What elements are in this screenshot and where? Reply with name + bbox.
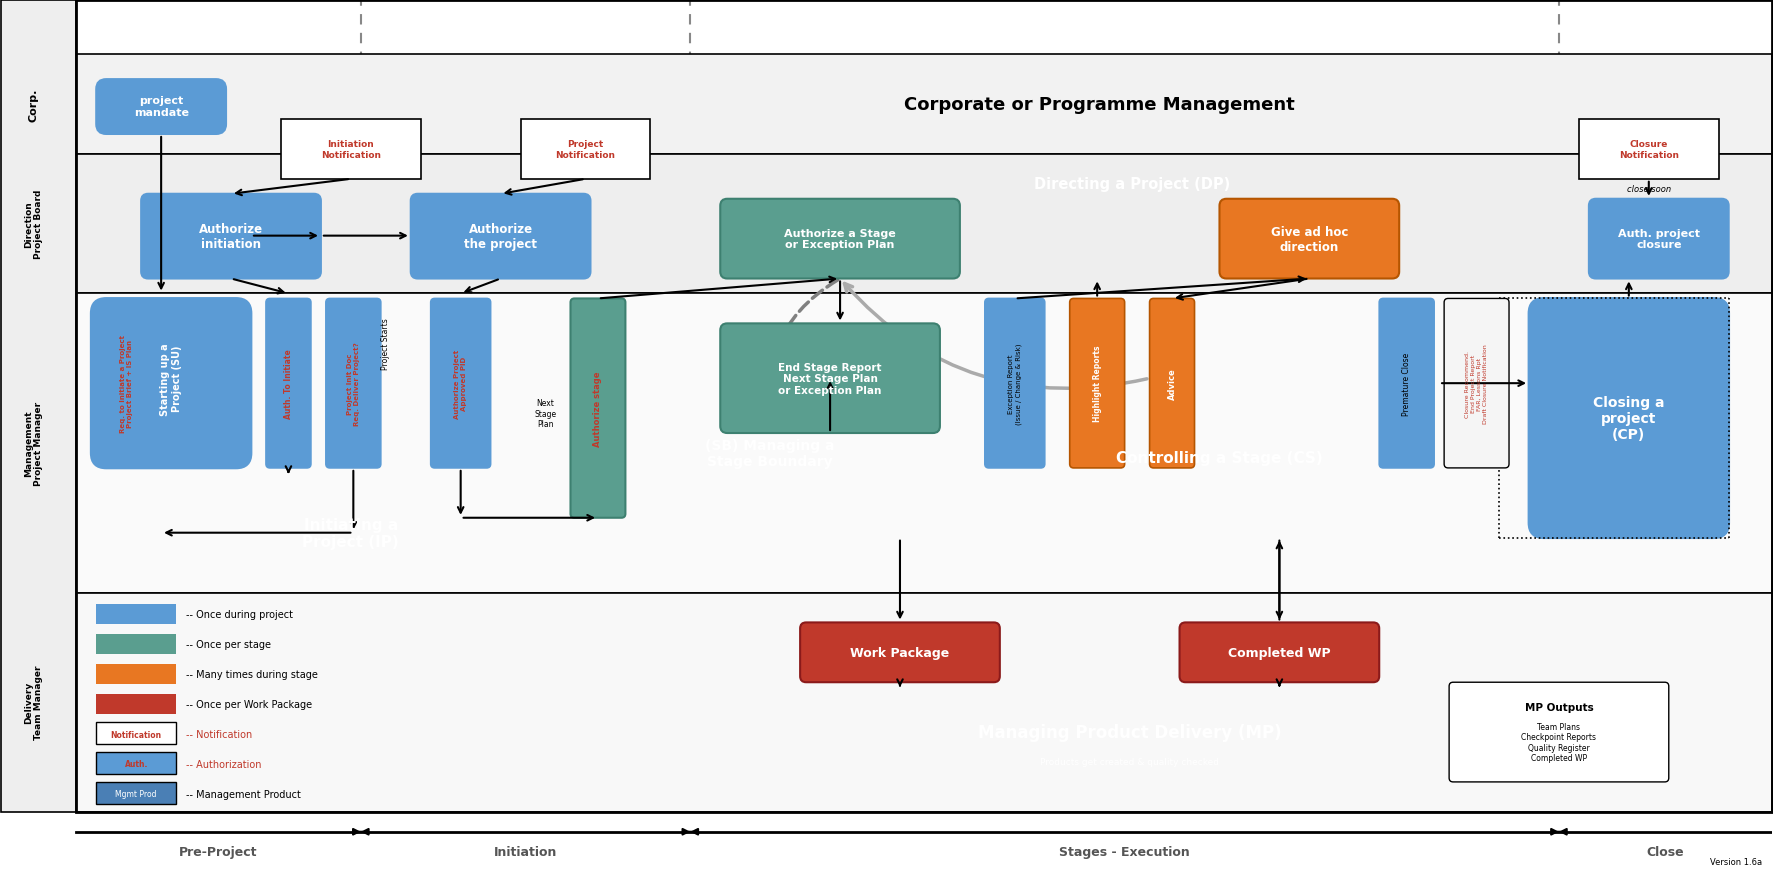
FancyBboxPatch shape	[1179, 623, 1379, 682]
Text: Advice: Advice	[1168, 368, 1177, 399]
Bar	[96, 752, 176, 774]
Text: Mgmt Prod: Mgmt Prod	[115, 789, 158, 798]
Text: Next
Stage
Plan: Next Stage Plan	[534, 399, 557, 428]
Text: Authorize
the project: Authorize the project	[465, 222, 537, 250]
FancyBboxPatch shape	[1528, 299, 1729, 538]
FancyBboxPatch shape	[90, 299, 252, 468]
FancyBboxPatch shape	[151, 479, 551, 588]
Bar	[76, 593, 1771, 812]
Text: -- Once per stage: -- Once per stage	[186, 639, 271, 650]
Bar	[1580, 120, 1718, 180]
Text: Req. to Initiate a Project
Project Brief + IS Plan: Req. to Initiate a Project Project Brief…	[121, 335, 133, 433]
Text: Project Init Doc
Req. Deliver Project?: Project Init Doc Req. Deliver Project?	[348, 342, 360, 426]
FancyBboxPatch shape	[1589, 199, 1729, 279]
FancyBboxPatch shape	[720, 324, 940, 434]
FancyBboxPatch shape	[411, 195, 590, 279]
Text: Team Plans
Checkpoint Reports
Quality Register
Completed WP: Team Plans Checkpoint Reports Quality Re…	[1521, 722, 1596, 762]
Text: Give ad hoc
direction: Give ad hoc direction	[1271, 226, 1347, 254]
Text: Closing a
project
(CP): Closing a project (CP)	[1594, 395, 1665, 442]
Text: Corporate or Programme Management: Corporate or Programme Management	[904, 96, 1294, 114]
Text: Work Package: Work Package	[851, 646, 950, 659]
FancyBboxPatch shape	[96, 80, 225, 135]
Text: -- Many times during stage: -- Many times during stage	[186, 670, 317, 680]
Text: project
mandate: project mandate	[133, 97, 188, 118]
FancyBboxPatch shape	[326, 299, 381, 468]
FancyBboxPatch shape	[984, 299, 1044, 468]
FancyBboxPatch shape	[142, 195, 321, 279]
Text: Initiation
Notification: Initiation Notification	[321, 140, 381, 160]
Text: -- Once during project: -- Once during project	[186, 609, 293, 620]
FancyBboxPatch shape	[631, 378, 910, 538]
Bar	[96, 605, 176, 625]
Text: Authorize Project
Approved PID: Authorize Project Approved PID	[454, 349, 466, 418]
Text: Initiating a
Project (IP): Initiating a Project (IP)	[303, 517, 399, 550]
Text: MP Outputs: MP Outputs	[1525, 702, 1594, 712]
Text: Project
Notification: Project Notification	[555, 140, 615, 160]
Bar	[280, 120, 420, 180]
Text: Authorize stage: Authorize stage	[594, 371, 603, 446]
Text: Exception Report
(Issue / Change & Risk): Exception Report (Issue / Change & Risk)	[1009, 343, 1021, 424]
Text: -- Management Product: -- Management Product	[186, 789, 301, 799]
Text: Authorize a Stage
or Exception Plan: Authorize a Stage or Exception Plan	[784, 228, 895, 250]
Text: Closure
Notification: Closure Notification	[1619, 140, 1679, 160]
Text: Delivery
Team Manager: Delivery Team Manager	[23, 666, 43, 739]
Bar	[76, 155, 1771, 294]
FancyBboxPatch shape	[1445, 299, 1509, 468]
FancyBboxPatch shape	[711, 687, 1550, 782]
FancyBboxPatch shape	[1069, 299, 1124, 468]
Text: Highlight Reports: Highlight Reports	[1092, 346, 1101, 422]
Text: Completed WP: Completed WP	[1229, 646, 1332, 659]
Bar	[96, 665, 176, 685]
Text: close soon: close soon	[1628, 185, 1670, 194]
Bar	[96, 694, 176, 715]
Bar	[2, 2, 76, 812]
Bar	[76, 55, 1771, 155]
FancyBboxPatch shape	[1379, 299, 1434, 468]
FancyBboxPatch shape	[1449, 682, 1668, 782]
FancyBboxPatch shape	[266, 299, 310, 468]
Text: Managing Product Delivery (MP): Managing Product Delivery (MP)	[977, 723, 1282, 741]
FancyBboxPatch shape	[910, 378, 1528, 538]
Text: Controlling a Stage (CS): Controlling a Stage (CS)	[1115, 451, 1323, 466]
FancyBboxPatch shape	[1149, 299, 1195, 468]
Bar	[96, 723, 176, 745]
Text: Products get created & quality checked: Products get created & quality checked	[1041, 758, 1220, 766]
FancyBboxPatch shape	[800, 623, 1000, 682]
Text: -- Once per Work Package: -- Once per Work Package	[186, 700, 312, 709]
Text: Notification: Notification	[110, 730, 161, 738]
Text: Corp.: Corp.	[28, 89, 39, 122]
FancyBboxPatch shape	[571, 299, 626, 518]
Text: -- Authorization: -- Authorization	[186, 759, 262, 769]
Text: Directing a Project (DP): Directing a Project (DP)	[1034, 177, 1230, 192]
Text: -- Notification: -- Notification	[186, 730, 252, 739]
Text: Auth. To Initiate: Auth. To Initiate	[284, 349, 293, 419]
Text: Project Starts: Project Starts	[381, 318, 390, 370]
Bar	[96, 635, 176, 655]
Bar	[521, 120, 651, 180]
Text: Auth. project
closure: Auth. project closure	[1617, 228, 1700, 250]
Text: Direction
Project Board: Direction Project Board	[23, 190, 43, 259]
Text: Stages - Execution: Stages - Execution	[1058, 846, 1190, 858]
Bar	[96, 782, 176, 804]
Text: Pre-Project: Pre-Project	[179, 846, 257, 858]
Text: Close: Close	[1647, 846, 1684, 858]
Text: Initiation: Initiation	[495, 846, 557, 858]
Text: Auth.: Auth.	[124, 759, 147, 768]
Text: End Stage Report
Next Stage Plan
or Exception Plan: End Stage Report Next Stage Plan or Exce…	[778, 363, 881, 395]
FancyBboxPatch shape	[431, 299, 491, 468]
Text: (SB) Managing a
Stage Boundary: (SB) Managing a Stage Boundary	[706, 438, 835, 469]
Text: Starting up a
Project (SU): Starting up a Project (SU)	[160, 342, 183, 415]
FancyBboxPatch shape	[686, 155, 1580, 279]
Text: Version 1.6a: Version 1.6a	[1709, 857, 1762, 867]
Text: Closure Recommend.
End Project Report
FAR, Lessons Rpt
Draft Closure Notificatio: Closure Recommend. End Project Report FA…	[1464, 344, 1488, 423]
Text: Premature Close: Premature Close	[1402, 352, 1411, 415]
Bar	[76, 294, 1771, 593]
Text: Authorize
initiation: Authorize initiation	[199, 222, 262, 250]
FancyBboxPatch shape	[1220, 199, 1399, 279]
Text: Management
Project Manager: Management Project Manager	[23, 401, 43, 486]
FancyBboxPatch shape	[720, 199, 959, 279]
